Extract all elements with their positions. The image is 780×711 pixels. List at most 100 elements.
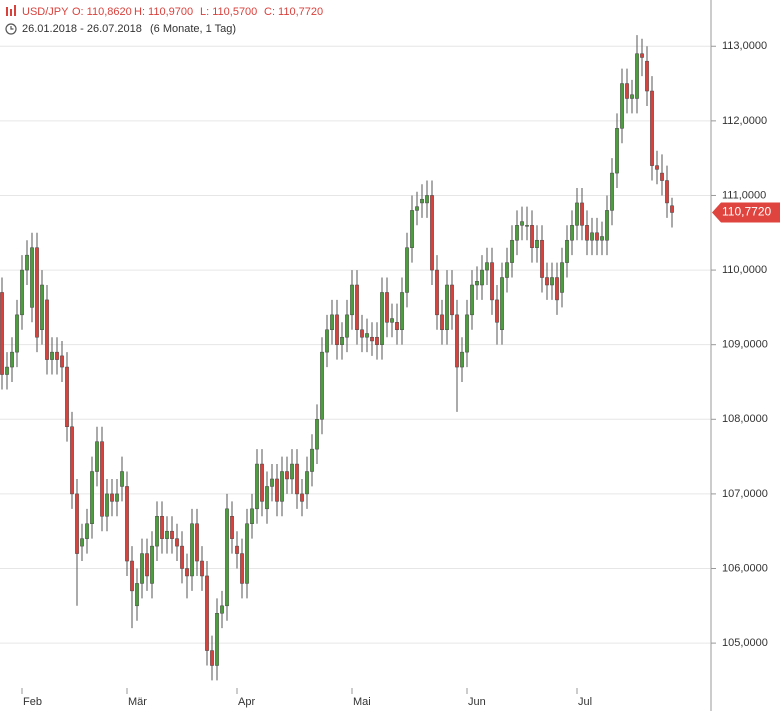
candle-body (0, 292, 4, 375)
date-range: 26.01.2018 - 26.07.2018 (22, 23, 142, 35)
candle-body (65, 366, 69, 427)
candle-body (240, 553, 244, 584)
candle-body (545, 277, 549, 286)
candle-body (310, 448, 314, 472)
candle-body (480, 269, 484, 286)
candle-body (275, 478, 279, 502)
candle-body (60, 355, 64, 368)
candle-body (245, 523, 249, 584)
x-tick-label: Jul (578, 696, 592, 708)
candle-body (115, 493, 119, 502)
candle-body (470, 284, 474, 316)
candle-body (405, 247, 409, 293)
candle-body (95, 441, 99, 472)
symbol-icon (6, 7, 8, 16)
candle-body (290, 463, 294, 480)
candle-body (485, 262, 489, 271)
candle-body (520, 221, 524, 226)
candle-body (5, 366, 9, 375)
candle-body (210, 650, 214, 666)
candle-body (120, 471, 124, 487)
candle-body (575, 202, 579, 226)
candle-body (330, 314, 334, 331)
candle-body (595, 232, 599, 241)
candle-body (110, 493, 114, 502)
candle-body (35, 247, 39, 338)
candle-body (355, 284, 359, 331)
y-tick-label: 110,0000 (722, 264, 767, 276)
clock-icon (10, 26, 14, 30)
candle-body (190, 523, 194, 577)
candle-body (105, 493, 109, 517)
x-tick-label: Apr (238, 696, 255, 708)
ohlc-label: L: 110,5700 (200, 6, 257, 18)
candle-body (435, 269, 439, 316)
candle-body (230, 516, 234, 539)
y-tick-label: 106,0000 (722, 562, 768, 574)
candle-body (315, 419, 319, 450)
candle-body (175, 538, 179, 547)
ohlc-label: O: 110,8620 (72, 6, 132, 18)
candle-body (320, 351, 324, 420)
candle-body (100, 441, 104, 517)
candle-body (415, 206, 419, 211)
candle-body (250, 508, 254, 524)
candle-body (390, 318, 394, 323)
candle-body (565, 239, 569, 263)
plot: 105,0000 106,0000 107,0000 108,0000 109,0000… (0, 35, 768, 708)
candle-body (90, 471, 94, 524)
symbol-icon (10, 9, 12, 16)
y-tick-label: 113,0000 (722, 40, 767, 52)
candle-body (550, 277, 554, 286)
last-price-tag (712, 202, 780, 223)
candle-body (605, 210, 609, 241)
candle-body (165, 530, 169, 539)
candle-body (490, 262, 494, 301)
candle-body (560, 262, 564, 293)
candle-body (460, 351, 464, 368)
x-tick-label: Mär (128, 696, 147, 708)
candle-body (260, 463, 264, 502)
candle-body (635, 53, 639, 99)
candle-body (465, 314, 469, 353)
x-tick-label: Jun (468, 696, 486, 708)
candle-body (445, 284, 449, 331)
y-tick-label: 107,0000 (722, 488, 768, 500)
candle-body (440, 314, 444, 331)
candle-body (50, 351, 54, 360)
candle-body (145, 553, 149, 577)
candle-body (335, 314, 339, 345)
candle-body (135, 583, 139, 607)
candle-body (515, 225, 519, 241)
candle-body (660, 172, 664, 181)
x-tick-label: Mai (353, 696, 371, 708)
candle-body (650, 90, 654, 166)
candle-body (125, 486, 129, 562)
candle-body (590, 232, 594, 241)
candle-body (525, 225, 529, 227)
candle-body (535, 239, 539, 248)
y-tick-label: 111,0000 (722, 189, 766, 201)
candle-body (10, 351, 14, 368)
candle-body (155, 516, 159, 547)
candle-body (170, 530, 174, 539)
candle-body (30, 247, 34, 308)
candle-body (225, 508, 229, 607)
candle-body (475, 281, 479, 286)
candle-body (645, 60, 649, 92)
candle-body (615, 128, 619, 174)
last-price-label: 110,7720 (722, 205, 771, 219)
candle-body (160, 516, 164, 539)
candle-body (40, 284, 44, 331)
candle-body (600, 236, 604, 241)
candle-body (305, 471, 309, 495)
candle-body (280, 471, 284, 502)
candle-body (255, 463, 259, 510)
y-tick-label: 105,0000 (722, 637, 768, 649)
candle-body (185, 568, 189, 577)
candle-body (235, 545, 239, 554)
candle-body (430, 195, 434, 271)
candle-body (500, 277, 504, 331)
candle-body (20, 269, 24, 316)
candle-body (385, 292, 389, 323)
